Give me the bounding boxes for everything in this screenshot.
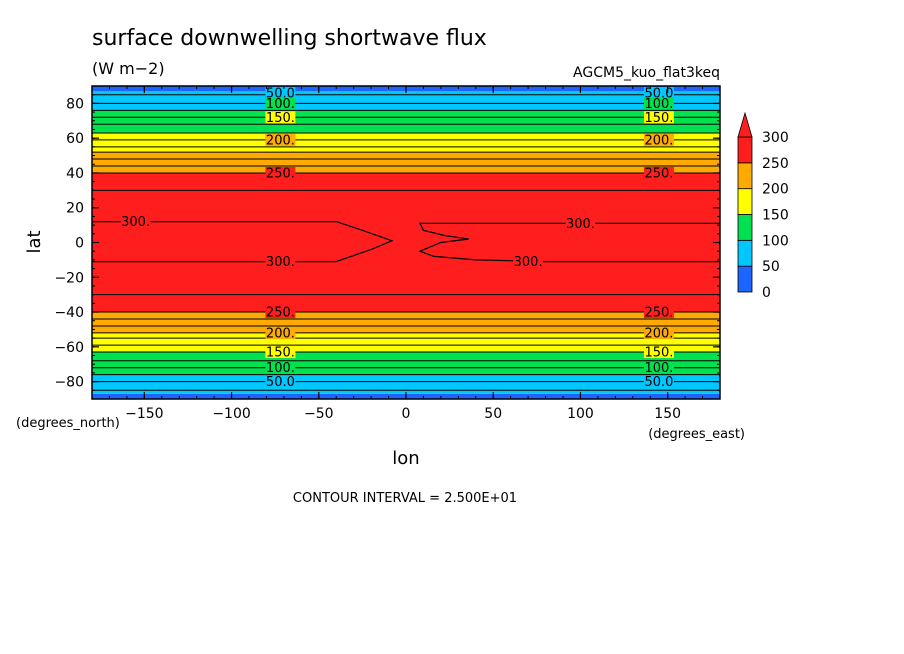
chart-title: surface downwelling shortwave flux (92, 26, 487, 51)
x-axis-label: lon (392, 448, 419, 469)
contour-label: 300. (566, 217, 595, 232)
contour-label-bg (643, 375, 674, 388)
x-tick-label: 50 (484, 406, 502, 422)
contour-label: 250. (644, 166, 673, 181)
contour-label: 150. (266, 346, 295, 361)
contour-label: 200. (266, 133, 295, 148)
contour-label-bg (265, 361, 296, 374)
y-tick-label: −40 (54, 305, 84, 321)
flux-band (92, 132, 720, 153)
y-tick-label: 40 (66, 166, 84, 182)
colorbar-label: 150 (762, 208, 789, 224)
contour-label: 150. (644, 111, 673, 126)
contour-label: 250. (266, 306, 295, 321)
contour-label: 50.0 (644, 375, 673, 390)
contour-label-bg (265, 133, 296, 146)
flux-band (92, 352, 720, 375)
chart-units: (W m−2) (92, 59, 165, 78)
contour-label: 250. (266, 166, 295, 181)
y-tick-label: −60 (54, 340, 84, 356)
y-tick-label: 0 (75, 236, 84, 252)
contour-label-bg (265, 111, 296, 124)
contour-label-bg (265, 326, 296, 339)
colorbar: 0 50 100 150 200 250 300 (737, 111, 789, 301)
colorbar-swatch (737, 188, 753, 215)
contour-label-bg (265, 97, 296, 110)
contour-label-bg (265, 306, 296, 319)
y-axis: 80 60 40 20 0 −20 −40 −60 −80 (54, 85, 720, 400)
contour-label-bg (643, 111, 674, 124)
x-tick-label: −50 (304, 406, 334, 422)
y-axis-label: lat (24, 230, 45, 253)
contour-label: 300. (514, 255, 543, 270)
colorbar-swatch (737, 265, 753, 293)
colorbar-label: 100 (762, 233, 789, 249)
contour-label: 250. (644, 306, 673, 321)
colorbar-swatch (737, 214, 753, 241)
contour-label-bg (643, 133, 674, 146)
colorbar-label: 0 (762, 285, 771, 301)
colorbar-label: 300 (762, 130, 789, 146)
y-tick-label: 80 (66, 96, 84, 112)
flux-300-region (418, 222, 720, 263)
contour-label: 200. (644, 326, 673, 341)
contour-label-bg (643, 326, 674, 339)
x-tick-label: 0 (402, 406, 411, 422)
contour-label: 100. (644, 361, 673, 376)
y-tick-label: −20 (54, 270, 84, 286)
y-axis-units: (degrees_north) (16, 416, 120, 431)
contour-label-bg (643, 346, 674, 359)
flux-band (92, 332, 720, 353)
colorbar-swatch (737, 136, 753, 164)
x-tick-label: −100 (212, 406, 250, 422)
flux-band (92, 374, 720, 394)
contour-label: 200. (644, 133, 673, 148)
contour-label: 300. (266, 255, 295, 270)
colorbar-label: 250 (762, 156, 789, 172)
contour-label-bg (513, 255, 544, 268)
flux-band (92, 152, 720, 173)
flux-band (92, 110, 720, 133)
colorbar-swatch (737, 239, 753, 267)
contour-interval-text: CONTOUR INTERVAL = 2.500E+01 (293, 491, 517, 506)
flux-band (92, 91, 720, 111)
colorbar-label: 200 (762, 182, 789, 198)
contour-label-bg (643, 97, 674, 110)
x-tick-label: −150 (125, 406, 163, 422)
contour-label-bg (643, 361, 674, 374)
contour-label-bg (120, 215, 151, 228)
dataset-label: AGCM5_kuo_flat3keq (573, 65, 720, 81)
contour-label: 100. (266, 97, 295, 112)
contour-label: 150. (644, 346, 673, 361)
contour-label: 150. (266, 111, 295, 126)
contour-label: 100. (266, 361, 295, 376)
contour-label-bg (565, 217, 596, 230)
x-tick-label: 150 (654, 406, 681, 422)
contour-label: 50.0 (266, 375, 295, 390)
x-axis-units: (degrees_east) (648, 427, 745, 442)
contour-label-bg (643, 86, 674, 99)
colorbar-label: 50 (762, 259, 780, 275)
contour-label-bg (265, 86, 296, 99)
colorbar-extend-max (737, 111, 753, 138)
y-tick-label: 20 (66, 201, 84, 217)
contour-label-bg (265, 346, 296, 359)
contour-label: 300. (121, 215, 150, 230)
x-axis: −150 −100 −50 0 50 100 150 (108, 86, 704, 422)
y-tick-label: −80 (54, 375, 84, 391)
contour-label: 200. (266, 326, 295, 341)
flux-300-region (92, 221, 394, 263)
contour-label: 100. (644, 97, 673, 112)
y-tick-label: 60 (66, 131, 84, 147)
contour-label-bg (643, 306, 674, 319)
contour-label-bg (265, 166, 296, 179)
x-tick-label: 100 (567, 406, 594, 422)
contour-label-bg (265, 255, 296, 268)
colorbar-swatch (737, 162, 753, 190)
flux-band (92, 312, 720, 333)
contour-label-bg (643, 166, 674, 179)
contour-label-bg (265, 375, 296, 388)
